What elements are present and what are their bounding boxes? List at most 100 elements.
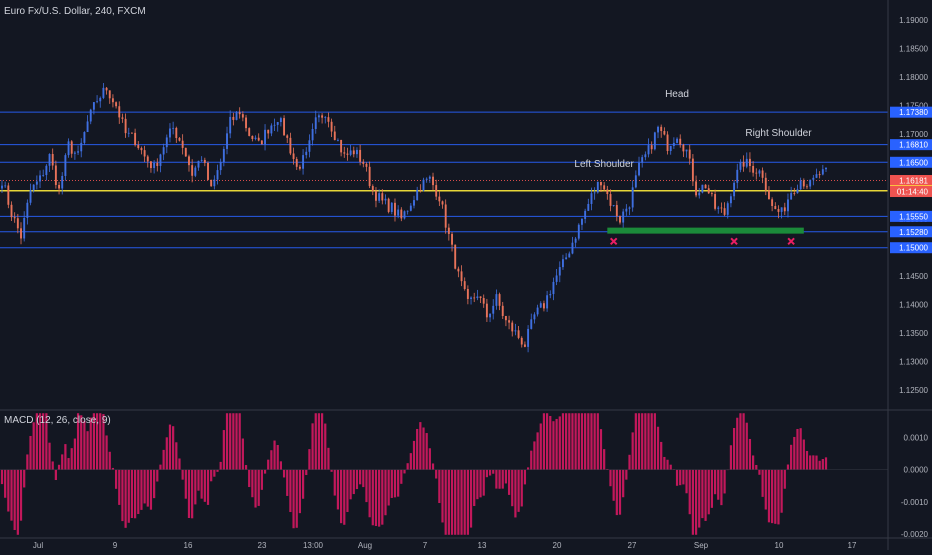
- macd-bar: [336, 469, 340, 510]
- candle-body: [419, 189, 422, 191]
- candle-body: [387, 198, 390, 212]
- macd-bar: [355, 469, 359, 490]
- macd-bar: [469, 469, 473, 528]
- candle-body: [425, 178, 428, 180]
- macd-bar: [625, 469, 628, 480]
- macd-bar: [26, 454, 29, 470]
- level-tag-bg: [890, 139, 932, 151]
- macd-bar: [514, 469, 517, 518]
- macd-bar: [238, 413, 241, 470]
- macd-bar: [241, 438, 244, 470]
- candle-body: [16, 218, 19, 229]
- macd-bar: [742, 413, 745, 470]
- candle-body: [676, 138, 678, 143]
- level-tag-label: 1.17380: [899, 108, 928, 117]
- time-tick-label: 10: [775, 541, 784, 550]
- candle-body: [222, 148, 225, 163]
- macd-bar: [29, 435, 32, 470]
- level-tag-bg: [890, 210, 932, 222]
- macd-bar: [511, 469, 514, 507]
- macd-bar: [83, 420, 86, 470]
- candle-body: [184, 147, 187, 157]
- macd-bar: [105, 435, 108, 470]
- macd-bar: [460, 469, 463, 535]
- time-tick-label: 9: [113, 541, 118, 550]
- candle-body: [343, 152, 346, 154]
- macd-bar: [286, 469, 289, 496]
- macd-bar: [701, 469, 704, 519]
- candle-body: [108, 90, 111, 99]
- candle-body: [352, 150, 355, 155]
- candle-body: [10, 204, 13, 218]
- macd-bar: [295, 469, 298, 528]
- macd-bar: [80, 415, 83, 470]
- candle-body: [755, 172, 758, 174]
- price-tick-label: 1.18500: [899, 44, 928, 53]
- macd-bar: [666, 459, 669, 470]
- macd-bar: [507, 469, 511, 495]
- macd-bar: [254, 469, 257, 508]
- candle-body: [422, 179, 425, 191]
- macd-bar: [108, 451, 111, 470]
- macd-bar: [644, 413, 647, 470]
- candle-body: [758, 170, 761, 174]
- macd-bar: [184, 469, 187, 499]
- macd-bar: [501, 469, 504, 489]
- macd-bar: [618, 469, 622, 515]
- macd-bar: [732, 427, 736, 470]
- macd-bar: [64, 444, 67, 470]
- countdown-tag-bg: [890, 186, 932, 198]
- macd-bar: [568, 413, 571, 470]
- macd-bar: [61, 454, 64, 470]
- candle-body: [26, 202, 29, 218]
- macd-bar: [13, 469, 16, 531]
- candle-body: [463, 281, 466, 289]
- macd-bar: [745, 422, 748, 470]
- candle-body: [736, 169, 739, 183]
- macd-tick-label: 0.0000: [904, 466, 929, 475]
- time-tick-label: 17: [848, 541, 857, 550]
- candle-body: [454, 244, 457, 269]
- candle-body: [102, 87, 105, 98]
- macd-bar: [441, 469, 444, 523]
- candle-body: [200, 159, 203, 161]
- candle-body: [92, 102, 95, 110]
- macd-bar: [143, 469, 146, 504]
- macd-bar: [292, 469, 295, 529]
- macd-bar: [587, 413, 590, 470]
- macd-bar: [111, 467, 115, 470]
- candle-body: [530, 319, 533, 329]
- candle-body: [625, 208, 628, 212]
- macd-bar: [783, 469, 786, 489]
- candle-body: [460, 271, 463, 282]
- candle-body: [818, 174, 821, 175]
- macd-bar: [362, 469, 365, 488]
- candle-body: [172, 127, 175, 129]
- macd-bar: [67, 458, 70, 470]
- macd-bar: [327, 447, 330, 470]
- candle-body: [295, 159, 298, 167]
- candle-body: [35, 181, 38, 185]
- candle-body: [178, 138, 181, 141]
- time-tick-label: 23: [258, 541, 267, 550]
- macd-bar: [457, 469, 460, 535]
- candle-body: [77, 151, 80, 153]
- macd-bar: [707, 469, 710, 515]
- candle-body: [615, 205, 618, 217]
- candle-body: [593, 192, 596, 194]
- candle-body: [650, 145, 653, 150]
- macd-bar: [809, 455, 812, 470]
- macd-bar: [298, 469, 302, 514]
- price-tick-label: 1.19000: [899, 16, 928, 25]
- macd-bar: [542, 413, 546, 470]
- macd-bar: [406, 463, 409, 470]
- macd-bar: [517, 469, 520, 512]
- macd-bar: [558, 416, 561, 470]
- macd-bar: [225, 413, 229, 470]
- macd-bar: [114, 469, 118, 489]
- time-tick-label: 13: [478, 541, 487, 550]
- candle-body: [368, 166, 371, 187]
- candle-body: [207, 162, 209, 180]
- candle-body: [479, 296, 482, 299]
- candle-body: [273, 124, 276, 126]
